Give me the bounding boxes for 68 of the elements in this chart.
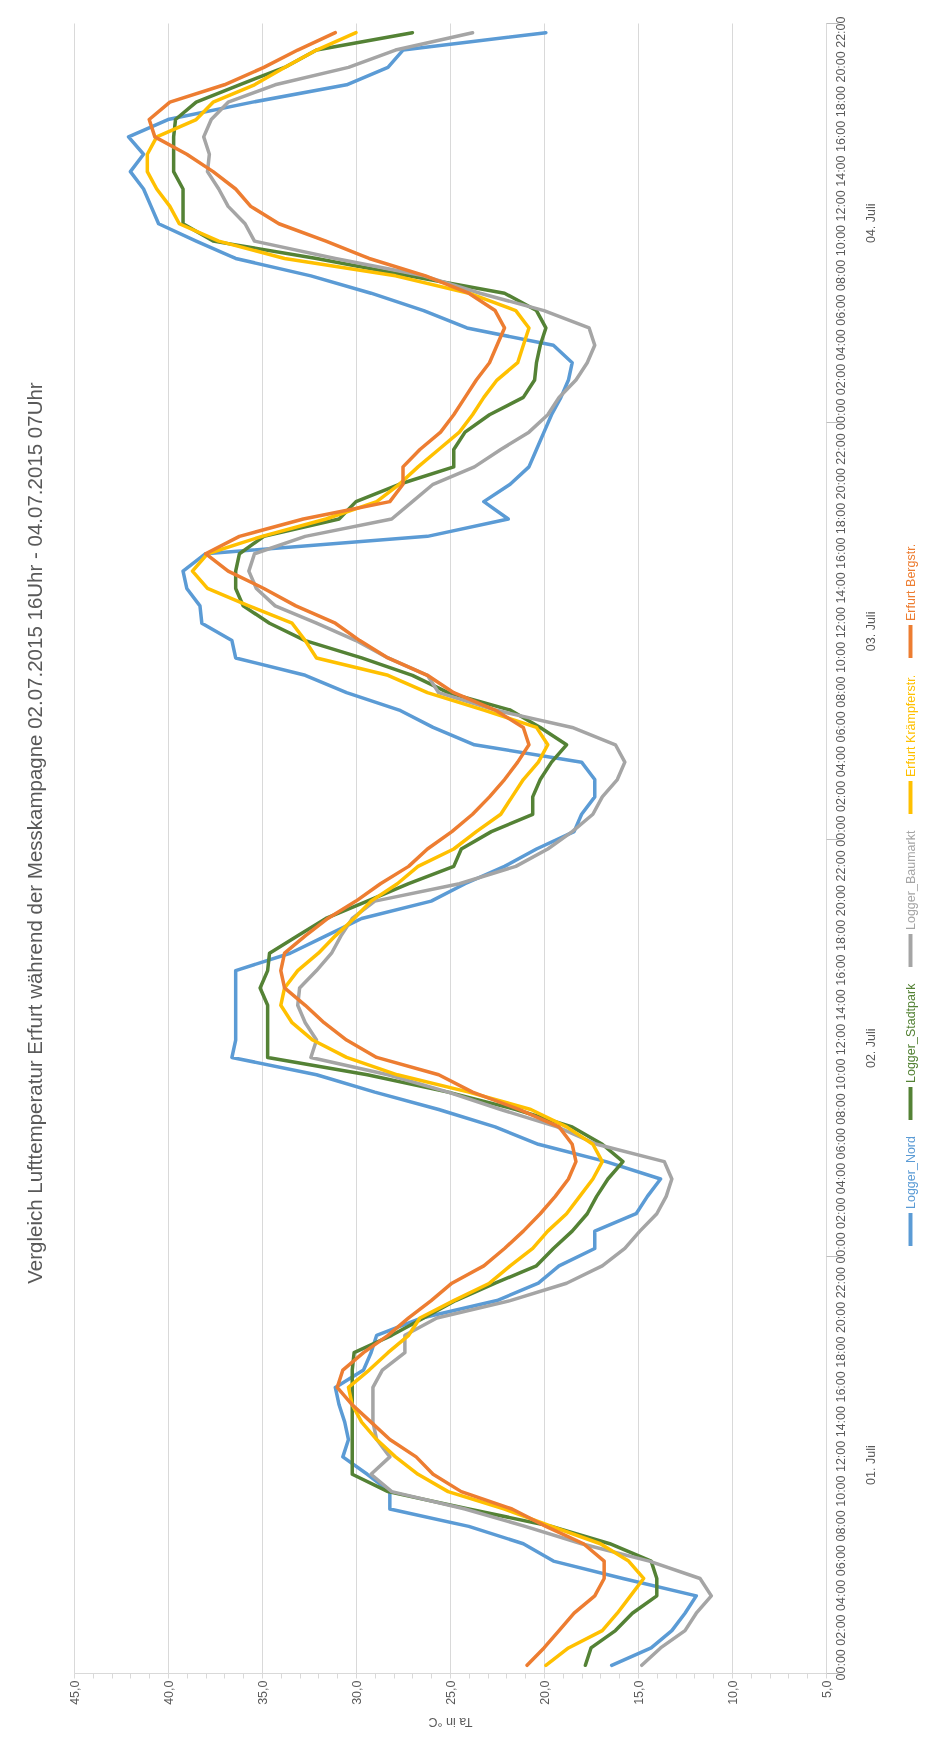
- y-tick-label: 00:00: [833, 815, 848, 847]
- y-tick-label: 20:00: [833, 468, 848, 500]
- y-tick-label: 10:00: [833, 641, 848, 674]
- y-tick-label: 06:00: [833, 1128, 848, 1160]
- text: Erfurt Bergstr.: [903, 543, 918, 621]
- x-tick-label: 45,0: [67, 1680, 82, 1705]
- y-tick-label: 22:00: [833, 433, 848, 465]
- y-tick-label: 02:00: [833, 1197, 848, 1229]
- x-tick-label: 30,0: [349, 1680, 364, 1705]
- y-tick-label: 08:00: [833, 676, 848, 708]
- y-tick-label: 16:00: [833, 120, 848, 153]
- y2-tick-label: 03. Juli: [863, 611, 878, 652]
- text: Vergleich Lufttemperatur Erfurt während der Messkampagne 02.07.2015 16Uhr - 04.07.2015 07Uhr: [22, 382, 46, 1284]
- x-tick-label: 20,0: [537, 1680, 552, 1705]
- x-tick-label: 5,0: [819, 1680, 834, 1698]
- y-tick-label: 12:00: [833, 1023, 848, 1056]
- text: Logger_Nord: [903, 1135, 918, 1209]
- y-tick-label: 12:00: [833, 190, 848, 222]
- y-tick-label: 14:00: [833, 155, 848, 187]
- y-tick-label: 10:00: [833, 1475, 848, 1507]
- y-tick-label: 04:00: [833, 1579, 848, 1611]
- y-tick-label: 06:00: [833, 1544, 848, 1577]
- y-tick-label: 16:00: [833, 537, 848, 569]
- y-tick-label: 04:00: [833, 329, 848, 361]
- y-tick-label: 20:00: [833, 51, 848, 83]
- y-tick-label: 14:00: [833, 572, 848, 604]
- y-tick-label: 02:00: [833, 363, 848, 396]
- y-tick-label: 18:00: [833, 502, 848, 535]
- y-tick-label: 20:00: [833, 1301, 848, 1334]
- y-tick-label: 08:00: [833, 1093, 848, 1125]
- y-tick-label: 02:00: [833, 780, 848, 813]
- y-tick-label: 22:00: [833, 850, 848, 882]
- y-tick-label: 18:00: [833, 1336, 848, 1368]
- y-tick-label: 04:00: [833, 1162, 848, 1195]
- y-tick-label: 22:00: [833, 16, 848, 48]
- text: Logger_Baumarkt: [903, 830, 918, 930]
- y-tick-label: 16:00: [833, 954, 848, 986]
- y-tick-label: 12:00: [833, 1440, 848, 1473]
- y2-tick-label: 01. Juli: [863, 1445, 878, 1485]
- y-tick-label: 00:00: [833, 398, 848, 430]
- y2-tick-label: 04. Juli: [863, 203, 878, 244]
- y-tick-label: 08:00: [833, 1510, 848, 1542]
- y2-tick-label: 02. Juli: [863, 1028, 878, 1069]
- y-tick-label: 12:00: [833, 607, 848, 639]
- y-tick-label: 18:00: [833, 919, 848, 951]
- y-tick-label: 04:00: [833, 745, 848, 778]
- x-tick-label: 10,0: [725, 1680, 740, 1705]
- x-tick-label: 25,0: [443, 1680, 458, 1705]
- y-tick-label: 20:00: [833, 884, 848, 917]
- y-tick-label: 00:00: [833, 1232, 848, 1264]
- y-tick-label: 14:00: [833, 989, 848, 1021]
- text: Logger_Stadtpark: [903, 982, 918, 1083]
- x-axis-title: Ta in °C: [428, 1714, 473, 1729]
- y-tick-label: 16:00: [833, 1371, 848, 1403]
- y-tick-label: 14:00: [833, 1405, 848, 1438]
- x-tick-label: 40,0: [161, 1680, 176, 1705]
- y-tick-label: 10:00: [833, 1058, 848, 1090]
- x-tick-label: 35,0: [255, 1680, 270, 1705]
- text: Erfurt Krämpferstr.: [903, 674, 918, 777]
- y-tick-label: 06:00: [833, 711, 848, 743]
- y-tick-label: 00:00: [833, 1649, 848, 1681]
- y-tick-label: 22:00: [833, 1267, 848, 1299]
- y-tick-label: 10:00: [833, 224, 848, 257]
- y-tick-label: 06:00: [833, 294, 848, 326]
- x-tick-label: 15,0: [631, 1680, 646, 1705]
- y-tick-label: 02:00: [833, 1614, 848, 1646]
- y-tick-label: 18:00: [833, 85, 848, 118]
- y-tick-label: 08:00: [833, 259, 848, 291]
